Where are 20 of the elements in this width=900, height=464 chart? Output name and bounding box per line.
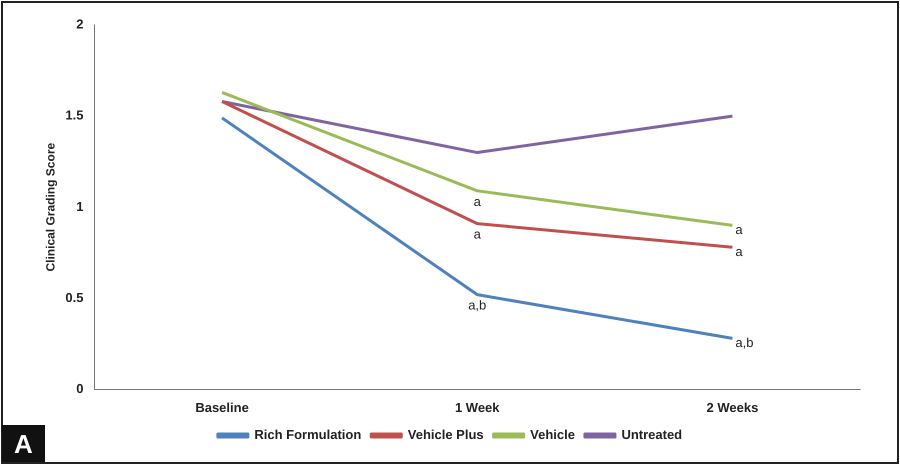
annotation: a bbox=[735, 244, 744, 259]
annotation: a bbox=[735, 222, 744, 237]
x-tick-label: 2 Weeks bbox=[706, 400, 758, 415]
legend-label: Untreated bbox=[621, 427, 682, 442]
annotation: a bbox=[474, 226, 482, 242]
y-tick-label: 1 bbox=[76, 198, 84, 214]
x-tick-label: 1 Week bbox=[454, 400, 500, 415]
annotation: a bbox=[474, 194, 482, 209]
annotation: a,b bbox=[735, 334, 754, 350]
text: A bbox=[2, 425, 45, 462]
legend-label: Vehicle Plus bbox=[408, 427, 484, 442]
legend-label: Rich Formulation bbox=[254, 427, 362, 442]
y-tick-label: 0.5 bbox=[65, 290, 84, 305]
y-tick-label: 0 bbox=[76, 380, 84, 396]
y-tick-label: 2 bbox=[76, 16, 84, 32]
annotation: a,b bbox=[468, 298, 486, 313]
x-tick-label: Baseline bbox=[195, 400, 249, 415]
y-tick-label: 1.5 bbox=[65, 108, 84, 123]
y-axis-title: Clinical Grading Score bbox=[44, 142, 58, 272]
legend-label: Vehicle bbox=[530, 427, 575, 442]
